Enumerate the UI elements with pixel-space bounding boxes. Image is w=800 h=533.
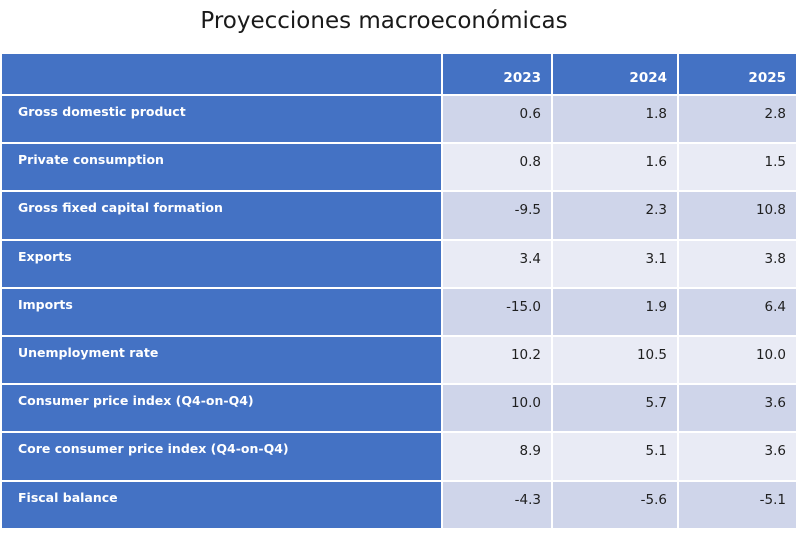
table-cell: 1.5 bbox=[679, 144, 796, 193]
table-cell: 1.8 bbox=[553, 96, 679, 145]
table-cell: 3.4 bbox=[443, 240, 553, 289]
row-label: Imports bbox=[2, 288, 443, 337]
row-label: Exports bbox=[2, 240, 443, 289]
table-cell: -9.5 bbox=[443, 192, 553, 241]
table-cell: 10.8 bbox=[679, 192, 796, 241]
row-label: Consumer price index (Q4-on-Q4) bbox=[2, 385, 443, 434]
table-cell: 3.6 bbox=[679, 433, 796, 482]
table-cell: -5.6 bbox=[553, 481, 679, 530]
table-cell: 0.6 bbox=[443, 96, 553, 145]
table-header-corner bbox=[2, 54, 443, 96]
page-title: Proyecciones macroeconómicas bbox=[200, 8, 568, 34]
table-cell: 10.0 bbox=[679, 336, 796, 386]
table-cell: 0.8 bbox=[443, 144, 553, 193]
row-label: Core consumer price index (Q4-on-Q4) bbox=[2, 433, 443, 482]
table-cell: 10.0 bbox=[443, 385, 553, 434]
table-cell: 5.1 bbox=[553, 433, 679, 482]
table-cell: -4.3 bbox=[443, 481, 553, 530]
table-cell: 6.4 bbox=[679, 288, 796, 337]
column-header: 2023 bbox=[443, 54, 553, 96]
table-cell: 3.1 bbox=[553, 240, 679, 289]
row-label: Gross fixed capital formation bbox=[2, 192, 443, 241]
table-cell: 10.5 bbox=[553, 336, 679, 386]
row-label: Fiscal balance bbox=[2, 481, 443, 530]
table-cell: 8.9 bbox=[443, 433, 553, 482]
table-cell: 2.3 bbox=[553, 192, 679, 241]
table-cell: 10.2 bbox=[443, 336, 553, 386]
row-label: Unemployment rate bbox=[2, 336, 443, 386]
row-label: Gross domestic product bbox=[2, 96, 443, 145]
table-cell: 1.9 bbox=[553, 288, 679, 337]
column-header: 2025 bbox=[679, 54, 796, 96]
table-cell: 3.8 bbox=[679, 240, 796, 289]
table-cell: 1.6 bbox=[553, 144, 679, 193]
table-cell: -15.0 bbox=[443, 288, 553, 337]
table-cell: 5.7 bbox=[553, 385, 679, 434]
projections-table: 2023 2024 2025 Gross domestic product 0.… bbox=[2, 54, 796, 530]
table-cell: 2.8 bbox=[679, 96, 796, 145]
table-cell: -5.1 bbox=[679, 481, 796, 530]
row-label: Private consumption bbox=[2, 144, 443, 193]
table-cell: 3.6 bbox=[679, 385, 796, 434]
column-header: 2024 bbox=[553, 54, 679, 96]
